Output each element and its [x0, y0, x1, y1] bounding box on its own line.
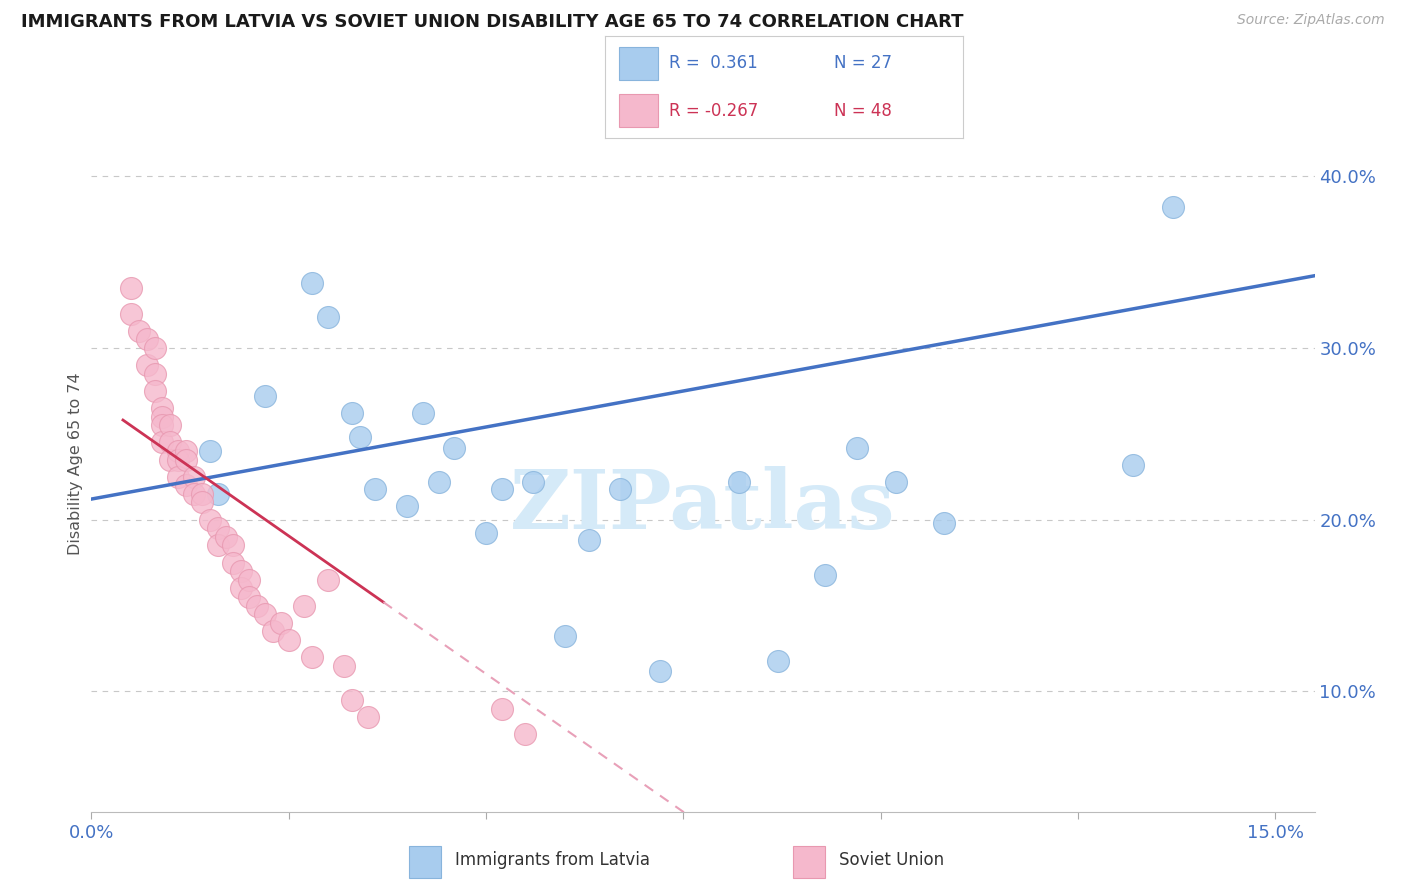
Point	[515, 727, 537, 741]
Y-axis label: Disability Age 65 to 74: Disability Age 65 to 74	[67, 373, 83, 555]
Point	[554, 630, 576, 644]
Point	[340, 406, 363, 420]
FancyBboxPatch shape	[793, 846, 825, 878]
Point	[294, 599, 316, 613]
Point	[316, 310, 339, 324]
Point	[167, 444, 190, 458]
FancyBboxPatch shape	[619, 95, 658, 127]
Point	[152, 409, 174, 424]
Text: N = 27: N = 27	[834, 54, 891, 72]
Text: R =  0.361: R = 0.361	[669, 54, 758, 72]
Point	[143, 341, 166, 355]
Point	[412, 406, 434, 420]
Point	[766, 654, 789, 668]
Point	[120, 281, 142, 295]
Point	[143, 367, 166, 381]
Point	[491, 701, 513, 715]
Point	[167, 452, 190, 467]
Point	[364, 482, 387, 496]
Point	[727, 475, 749, 489]
Point	[253, 389, 276, 403]
Point	[174, 444, 197, 458]
Point	[174, 478, 197, 492]
Point	[128, 324, 150, 338]
Point	[198, 513, 221, 527]
Point	[356, 710, 378, 724]
Point	[316, 573, 339, 587]
Point	[159, 435, 181, 450]
Point	[159, 452, 181, 467]
Point	[578, 533, 600, 548]
Point	[270, 615, 292, 630]
Point	[198, 444, 221, 458]
Text: R = -0.267: R = -0.267	[669, 102, 758, 120]
Point	[349, 430, 371, 444]
Point	[135, 358, 157, 372]
Text: Soviet Union: Soviet Union	[839, 851, 943, 870]
Point	[396, 499, 419, 513]
Point	[253, 607, 276, 622]
Point	[207, 487, 229, 501]
Point	[814, 567, 837, 582]
Point	[183, 487, 205, 501]
Point	[475, 526, 498, 541]
Point	[222, 538, 245, 552]
Point	[135, 332, 157, 346]
Point	[238, 590, 260, 604]
Point	[609, 482, 631, 496]
Point	[120, 306, 142, 320]
Point	[152, 418, 174, 433]
Point	[262, 624, 284, 639]
Text: N = 48: N = 48	[834, 102, 891, 120]
Text: IMMIGRANTS FROM LATVIA VS SOVIET UNION DISABILITY AGE 65 TO 74 CORRELATION CHART: IMMIGRANTS FROM LATVIA VS SOVIET UNION D…	[21, 13, 963, 31]
Point	[427, 475, 450, 489]
Point	[159, 418, 181, 433]
Point	[167, 469, 190, 483]
Point	[1161, 200, 1184, 214]
Point	[231, 564, 253, 578]
Point	[1122, 458, 1144, 472]
Point	[238, 573, 260, 587]
Point	[443, 441, 465, 455]
Point	[207, 538, 229, 552]
Point	[522, 475, 544, 489]
Point	[174, 452, 197, 467]
Point	[152, 401, 174, 415]
Point	[886, 475, 908, 489]
Point	[222, 556, 245, 570]
Point	[246, 599, 269, 613]
Point	[191, 495, 214, 509]
Point	[231, 582, 253, 596]
Point	[183, 469, 205, 483]
FancyBboxPatch shape	[409, 846, 441, 878]
Point	[845, 441, 868, 455]
Point	[648, 664, 671, 678]
Text: ZIPatlas: ZIPatlas	[510, 466, 896, 546]
Point	[277, 632, 299, 647]
Point	[333, 658, 356, 673]
Point	[301, 276, 323, 290]
Text: Immigrants from Latvia: Immigrants from Latvia	[456, 851, 650, 870]
Point	[214, 530, 236, 544]
Point	[340, 693, 363, 707]
Text: Source: ZipAtlas.com: Source: ZipAtlas.com	[1237, 13, 1385, 28]
Point	[152, 435, 174, 450]
Point	[207, 521, 229, 535]
Point	[143, 384, 166, 398]
Point	[191, 487, 214, 501]
Point	[491, 482, 513, 496]
Point	[932, 516, 955, 530]
Point	[301, 650, 323, 665]
FancyBboxPatch shape	[619, 47, 658, 79]
